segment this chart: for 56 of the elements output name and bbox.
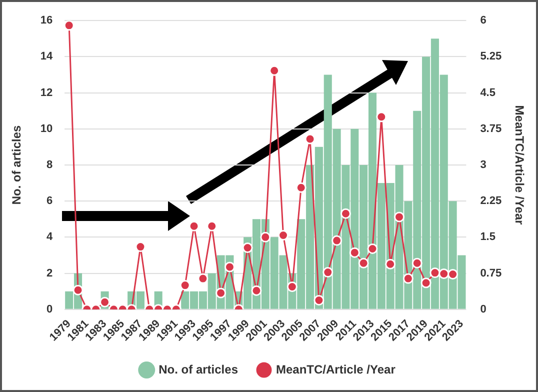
point (100, 296, 110, 308)
point (269, 65, 280, 76)
point (206, 220, 218, 232)
y-tick-label: 14 (40, 50, 54, 63)
point (304, 134, 316, 144)
point (420, 278, 432, 288)
y2-tick-label: 3.75 (480, 122, 502, 135)
point (448, 268, 458, 280)
y2-tick-label: 1.5 (480, 231, 496, 244)
y-tick-label: 8 (46, 159, 53, 172)
point (314, 294, 324, 306)
y-tick-label: 10 (40, 122, 53, 135)
point (394, 212, 405, 222)
point (242, 242, 253, 254)
point (296, 182, 306, 193)
point (198, 273, 208, 284)
point (385, 258, 396, 270)
point (430, 268, 440, 278)
legend-label: MeanTC/Article /Year (276, 362, 396, 376)
point (358, 258, 369, 268)
point (376, 112, 387, 122)
y-tick-label: 4 (46, 231, 54, 244)
point (322, 267, 334, 278)
legend-label: No. of articles (158, 362, 238, 376)
y2-tick-label: 3 (480, 159, 486, 172)
point (278, 230, 289, 240)
point (340, 208, 351, 219)
y2-tick-label: 4.5 (480, 86, 496, 99)
point (188, 220, 200, 232)
point (251, 285, 262, 296)
point (438, 268, 450, 279)
point (64, 20, 74, 31)
y-tick-label: 0 (46, 303, 53, 316)
point (412, 258, 422, 268)
point (286, 281, 298, 292)
point (135, 242, 146, 252)
y2-tick-label: 6 (480, 14, 486, 27)
y-axis-title: No. of articles (10, 124, 24, 205)
y-tick-label: 2 (46, 267, 53, 280)
y2-tick-label: 2.25 (480, 195, 502, 208)
y-tick-label: 16 (40, 14, 53, 27)
point (216, 288, 226, 298)
point (332, 235, 342, 246)
point (402, 273, 414, 284)
y2-tick-label: 0 (480, 303, 486, 316)
y-tick-label: 6 (46, 195, 53, 208)
point (180, 280, 190, 291)
y2-tick-label: 5.25 (480, 50, 502, 63)
point (367, 243, 378, 254)
point (349, 247, 360, 258)
point (260, 232, 271, 242)
y2-tick-label: 0.75 (480, 267, 502, 280)
point (72, 284, 84, 296)
point (224, 262, 235, 272)
y-tick-label: 12 (40, 86, 53, 99)
y2-axis-title: MeanTC/Article /Year (512, 105, 526, 225)
